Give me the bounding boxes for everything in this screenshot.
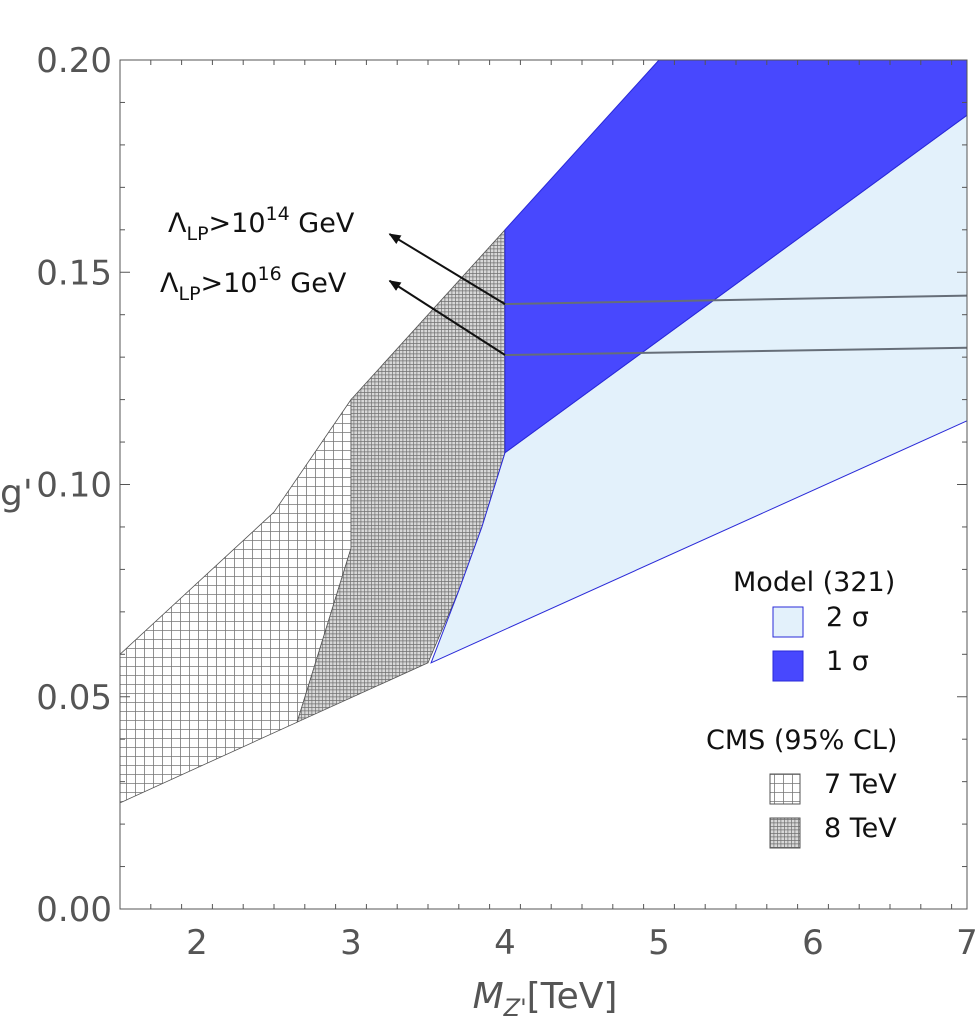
x-tick-label: 7 — [956, 923, 978, 963]
legend-swatch-cms8 — [769, 817, 801, 849]
x-tick-label: 3 — [340, 923, 362, 963]
annotations: ΛLP>1014 GeV ΛLP>1016 GeV — [160, 203, 506, 356]
line-lp16 — [504, 346, 968, 356]
legend-title: CMS (95% CL) — [706, 725, 897, 756]
lambda-lines — [504, 294, 968, 356]
x-tick-label: 5 — [648, 923, 670, 963]
x-axis-unit: [TeV] — [527, 976, 618, 1017]
legend-swatch-cms7 — [769, 773, 801, 805]
y-tick-label: 0.05 — [36, 678, 112, 718]
legend-label-sigma2: 2 σ — [826, 602, 869, 633]
x-axis-subscript: Z' — [503, 994, 527, 1019]
x-axis-symbol: M — [473, 976, 504, 1017]
axis-ticks: 2 3 4 5 6 7 0.00 0.05 0.10 0.15 0.20 — [36, 41, 978, 963]
data-regions — [119, 59, 968, 804]
legend-title: Model (321) — [733, 567, 895, 598]
legend-label-sigma1: 1 σ — [826, 646, 869, 677]
annotation-lp14: ΛLP>1014 GeV — [168, 203, 355, 245]
legend-label-cms7: 7 TeV — [824, 769, 897, 800]
y-tick-label: 0.10 — [36, 466, 112, 506]
line-lp14 — [504, 294, 968, 306]
x-tick-label: 4 — [494, 923, 516, 963]
legend-swatch-sigma2 — [772, 606, 804, 638]
annotation-lp16: ΛLP>1016 GeV — [160, 263, 347, 305]
x-tick-label: 2 — [186, 923, 208, 963]
x-axis-title: MZ'[TeV] — [473, 976, 618, 1019]
y-tick-label: 0.15 — [36, 253, 112, 293]
y-tick-label: 0.00 — [36, 890, 112, 930]
arrow-lp14 — [388, 233, 506, 305]
x-tick-label: 6 — [802, 923, 824, 963]
legend-swatch-sigma1 — [772, 650, 804, 682]
y-tick-label: 0.20 — [36, 41, 112, 81]
region-cms7 — [119, 398, 352, 804]
arrow-lp16 — [388, 279, 506, 356]
legend-label-cms8: 8 TeV — [824, 813, 897, 844]
y-axis-title: g' — [0, 473, 33, 514]
legend: Model (321) 2 σ 1 σ CMS (95% CL) 7 TeV 8 TeV — [706, 567, 897, 849]
